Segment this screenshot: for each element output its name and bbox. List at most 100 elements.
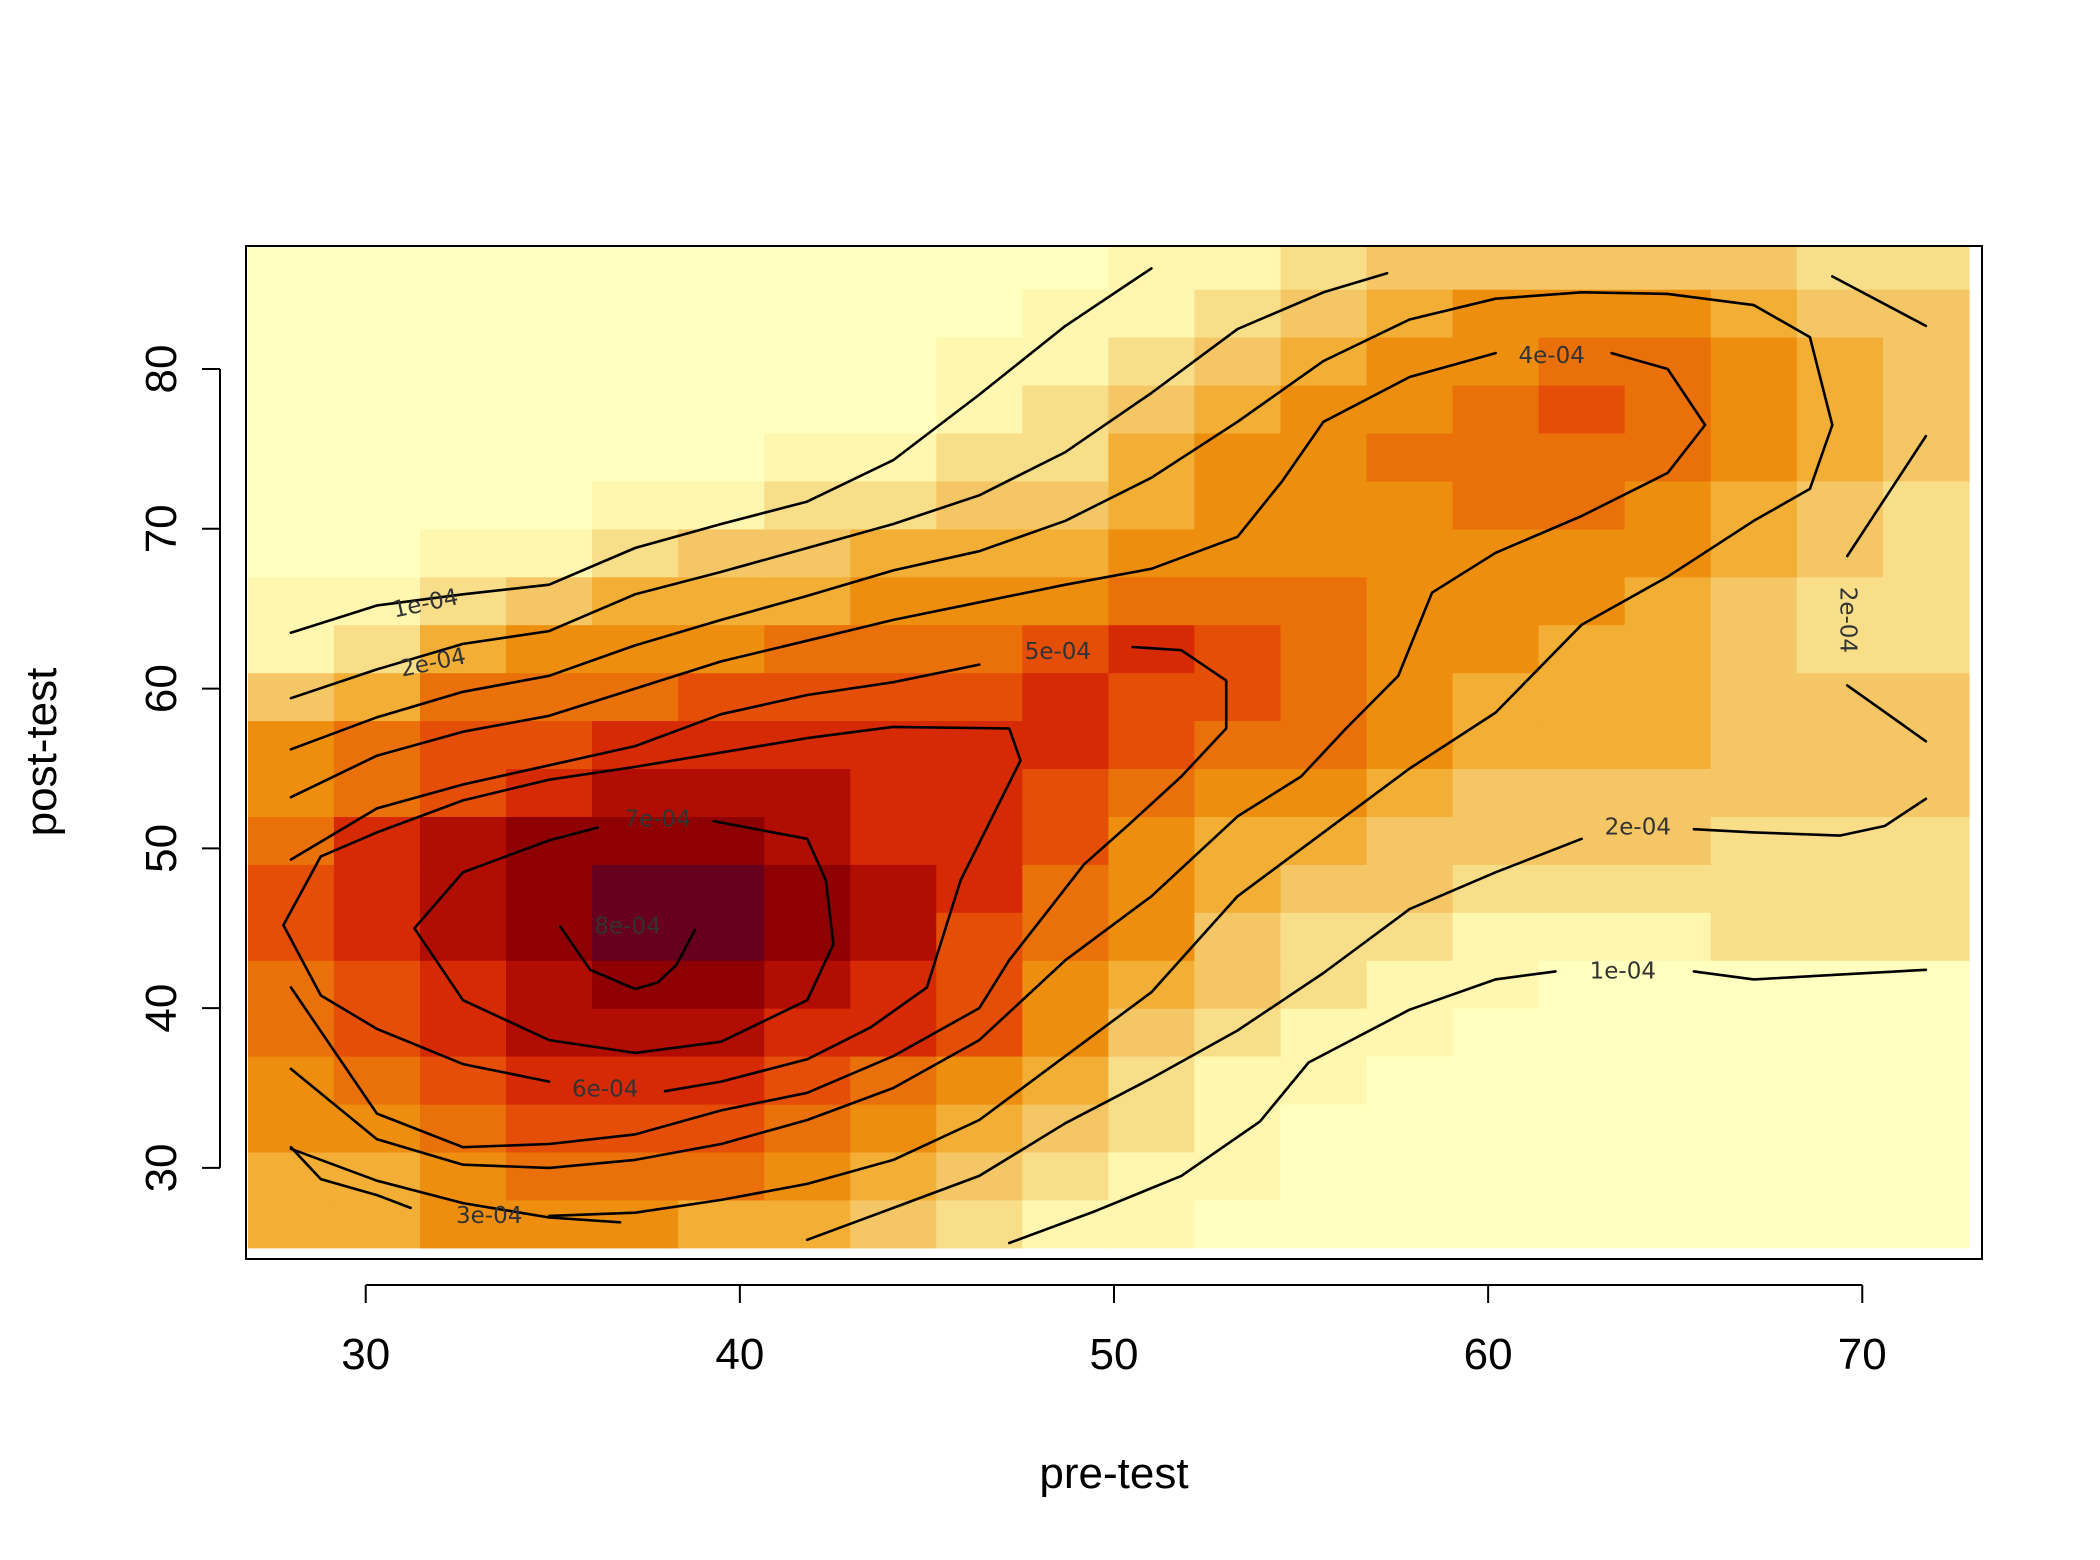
heatmap-cell — [936, 1056, 1023, 1105]
contour-line-1e-04 — [289, 1147, 622, 1224]
heatmap-cell — [1366, 816, 1454, 865]
heatmap-cell — [1710, 816, 1798, 865]
heatmap-cell — [936, 1104, 1023, 1153]
heatmap-cell — [592, 768, 679, 817]
heatmap-cell — [1194, 816, 1282, 865]
heatmap-cell — [764, 432, 851, 482]
heatmap-cell — [1022, 289, 1109, 338]
heatmap-cell — [1452, 768, 1540, 817]
heatmap-cell — [1366, 720, 1454, 769]
heatmap-cell — [678, 528, 765, 578]
heatmap-cell — [592, 912, 679, 961]
heatmap-cell — [850, 960, 937, 1009]
heatmap-cell — [1452, 816, 1540, 865]
heatmap-cell — [1538, 768, 1626, 817]
contour-label: 2e-04 — [1605, 815, 1671, 841]
heatmap-cell — [506, 432, 593, 482]
heatmap-cell — [1452, 385, 1540, 434]
heatmap-cell — [1022, 1151, 1109, 1201]
heatmap-cell — [333, 768, 421, 817]
heatmap-cell — [247, 1104, 335, 1153]
heatmap-cell — [1882, 1151, 1970, 1201]
heatmap-cell — [247, 432, 335, 482]
heatmap-cell — [1882, 576, 1970, 626]
heatmap-cell — [1882, 1104, 1970, 1153]
contour-line-6e-04 — [282, 725, 1022, 1093]
heatmap-cell — [678, 624, 765, 674]
heatmap-cell — [1366, 672, 1454, 722]
heatmap-cell — [850, 672, 937, 722]
heatmap-cell — [678, 1151, 765, 1201]
heatmap-cell — [1882, 289, 1970, 338]
heatmap-cell — [678, 960, 765, 1009]
heatmap-cell — [1366, 576, 1454, 626]
heatmap-cell — [1108, 1056, 1196, 1105]
heatmap-cell — [1882, 624, 1970, 674]
heatmap-cell — [333, 624, 421, 674]
heatmap-cell — [1280, 576, 1368, 626]
y-tick-label: 80 — [137, 345, 186, 394]
heatmap-cell — [1882, 1056, 1970, 1105]
heatmap-cell — [850, 1008, 937, 1057]
heatmap-cell — [1022, 1104, 1109, 1153]
heatmap-cell — [420, 1008, 507, 1057]
heatmap-cell — [678, 1199, 765, 1249]
heatmap-cell — [1882, 960, 1970, 1009]
contour-label: 6e-04 — [572, 1077, 638, 1103]
heatmap-cell — [678, 337, 765, 386]
x-tick-label: 50 — [1090, 1330, 1139, 1379]
heatmap-cell — [1796, 720, 1884, 769]
heatmap-cell — [1022, 816, 1109, 865]
heatmap-cell — [850, 385, 937, 434]
heatmap-cell — [1194, 672, 1282, 722]
heatmap-cell — [333, 480, 421, 530]
heatmap-cell — [1366, 1104, 1454, 1153]
heatmap-cell — [1796, 768, 1884, 817]
heatmap-cell — [764, 720, 851, 769]
heatmap-cell — [1452, 1056, 1540, 1105]
heatmap-cell — [1624, 960, 1712, 1009]
heatmap-cell — [1710, 1104, 1798, 1153]
contour-line-4e-04 — [289, 351, 1707, 1170]
contour-label: 2e-04 — [1834, 587, 1860, 653]
heatmap-cell — [936, 864, 1023, 913]
heatmap-cell — [1796, 1151, 1884, 1201]
heatmap-cell — [764, 337, 851, 386]
heatmap-cell — [333, 528, 421, 578]
heatmap-cell — [420, 432, 507, 482]
heatmap-cell — [936, 672, 1023, 722]
heatmap-cell — [592, 528, 679, 578]
heatmap-cell — [764, 576, 851, 626]
heatmap-cell — [1710, 1199, 1798, 1249]
heatmap-cell — [1538, 432, 1626, 482]
heatmap-cell — [1710, 1151, 1798, 1201]
heatmap-cell — [1882, 337, 1970, 386]
heatmap-cell — [678, 246, 765, 290]
heatmap-cell — [1538, 816, 1626, 865]
heatmap-cell — [1280, 960, 1368, 1009]
contour-line-2e-04 — [1846, 684, 1928, 743]
heatmap-cell — [1022, 720, 1109, 769]
heatmap-cell — [1194, 246, 1282, 290]
heatmap-cell — [1280, 768, 1368, 817]
heatmap-cell — [1624, 1199, 1712, 1249]
heatmap-cell — [506, 1199, 593, 1249]
heatmap-cell — [1022, 385, 1109, 434]
heatmap-cell — [420, 720, 507, 769]
heatmap-cell — [1452, 960, 1540, 1009]
y-tick-label: 30 — [137, 1143, 186, 1192]
heatmap-cell — [764, 864, 851, 913]
heatmap-cell — [247, 720, 335, 769]
heatmap-cell — [1710, 528, 1798, 578]
heatmap-cell — [592, 480, 679, 530]
heatmap-cell — [592, 1104, 679, 1153]
heatmap-cell — [247, 960, 335, 1009]
heatmap-cell — [592, 864, 679, 913]
contour-label: 4e-04 — [1519, 343, 1585, 369]
heatmap-cell — [1624, 1056, 1712, 1105]
heatmap-cell — [333, 816, 421, 865]
heatmap-cell — [850, 1056, 937, 1105]
heatmap-cell — [420, 1151, 507, 1201]
heatmap-cell — [592, 624, 679, 674]
heatmap-cell — [1194, 912, 1282, 961]
